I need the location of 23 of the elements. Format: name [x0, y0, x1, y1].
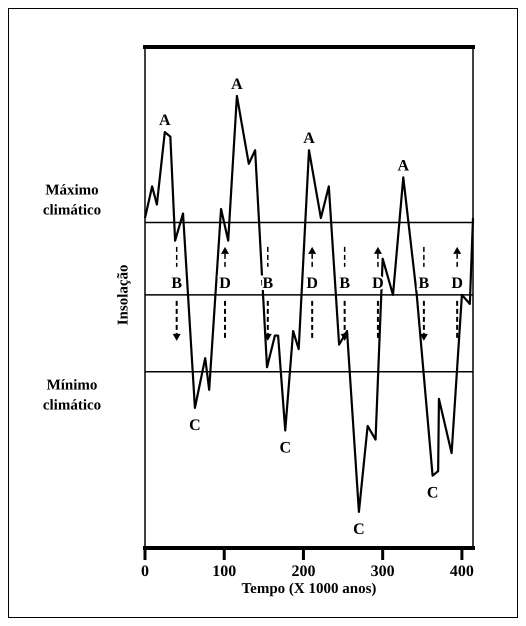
ref-line-label: Máximo climático [42, 182, 102, 219]
ref-line-label: Mínimo climático [42, 378, 102, 414]
x-tick-label: 0 [141, 563, 149, 580]
x-tick-label: 100 [212, 563, 236, 580]
annotation: B [418, 274, 430, 292]
x-tick-label: 300 [370, 563, 395, 580]
annotation: A [303, 130, 316, 148]
x-axis-title: Tempo (X 1000 anos) [242, 581, 376, 597]
annotation: C [426, 484, 438, 502]
annotation: D [219, 274, 231, 292]
annotation: B [171, 274, 182, 292]
annotation: A [159, 112, 172, 130]
annotation: A [398, 157, 410, 174]
y-axis-title: Insolação [115, 264, 132, 326]
annotation: D [451, 274, 463, 292]
annotation: C [353, 520, 365, 538]
annotation: A [231, 76, 244, 93]
annotation: C [189, 416, 201, 434]
x-tick-label: 200 [291, 563, 316, 580]
annotation: D [306, 274, 318, 292]
annotation: C [279, 439, 292, 456]
annotation: B [339, 274, 350, 292]
x-tick-label: 400 [450, 563, 474, 580]
